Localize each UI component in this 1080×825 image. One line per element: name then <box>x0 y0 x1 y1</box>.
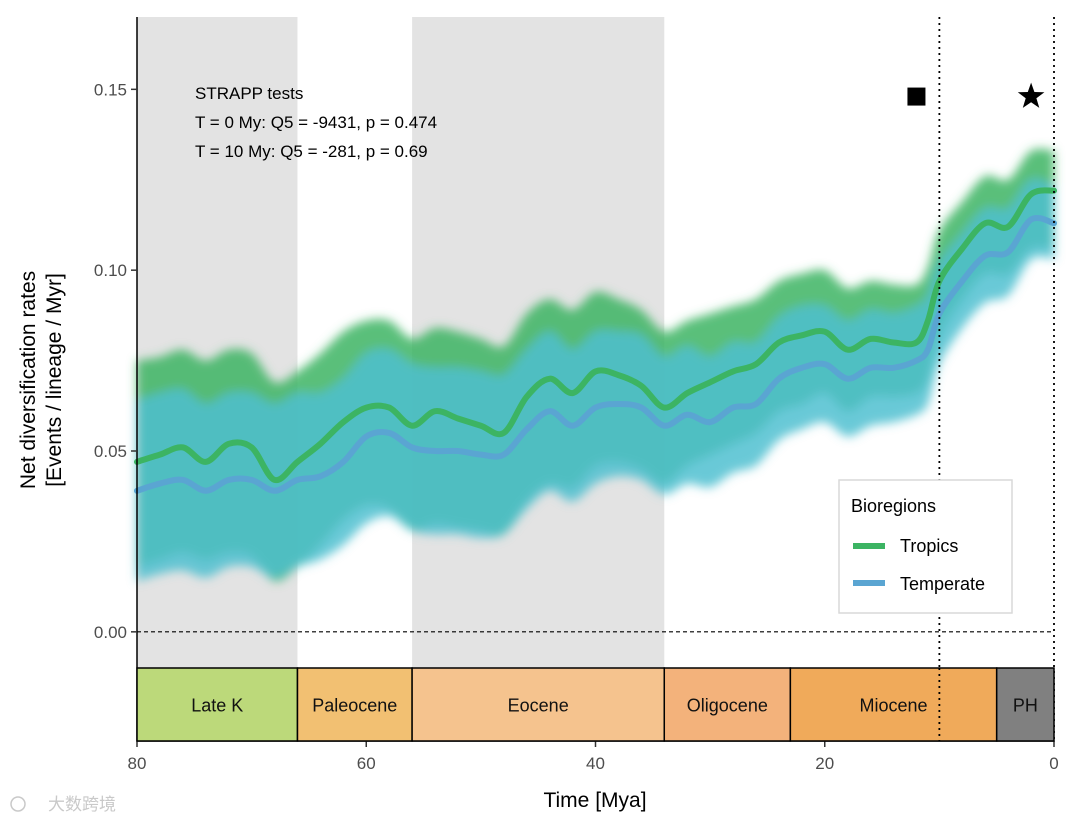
legend-label-tropics: Tropics <box>900 536 958 556</box>
x-tick-label-0: 80 <box>128 754 147 773</box>
epoch-late-k <box>136 667 299 742</box>
epoch-bar: Late K Paleocene Eocene Oligocene Miocene PH <box>136 667 1055 742</box>
epoch-oligocene <box>663 667 792 742</box>
markers <box>907 82 1045 108</box>
epoch-label-4: Miocene <box>860 696 928 716</box>
y-tick-label-2: 0.10 <box>94 261 127 280</box>
x-tick-label-3: 20 <box>815 754 834 773</box>
band-temperate <box>137 178 1054 582</box>
x-tick-label-1: 60 <box>357 754 376 773</box>
epoch-miocene <box>789 667 998 742</box>
square-marker-icon <box>907 87 926 106</box>
legend-label-temperate: Temperate <box>900 574 985 594</box>
epoch-ph <box>995 667 1055 742</box>
y-tick-label-3: 0.15 <box>94 80 127 99</box>
legend: Bioregions Tropics Temperate <box>838 479 1013 614</box>
epoch-label-5: PH <box>1013 696 1038 716</box>
y-axis-title: Net diversification rates [Events / line… <box>17 271 66 489</box>
x-axis-title: Time [Mya] <box>543 789 646 812</box>
x-tick-label-4: 0 <box>1049 754 1058 773</box>
epoch-label-2: Eocene <box>508 696 569 716</box>
series-lines <box>134 187 1057 494</box>
x-tick-label-2: 40 <box>586 754 605 773</box>
epoch-label-0: Late K <box>191 696 243 716</box>
annotation-line-1: T = 0 My: Q5 = -9431, p = 0.474 <box>195 113 437 132</box>
watermark-text: 大数跨境 <box>48 795 116 815</box>
watermark: 大数跨境 <box>10 795 116 815</box>
line-tropics <box>134 187 1057 484</box>
epoch-paleocene <box>296 667 413 742</box>
y-tick-label-0: 0.00 <box>94 623 127 642</box>
line-temperate <box>134 214 1057 494</box>
epoch-label-3: Oligocene <box>687 696 768 716</box>
watermark-logo-icon <box>10 796 26 812</box>
star-marker-icon <box>1017 82 1045 108</box>
confidence-bands <box>137 148 1054 582</box>
annotation-title: STRAPP tests <box>195 84 303 103</box>
y-tick-label-1: 0.05 <box>94 442 127 461</box>
legend-title: Bioregions <box>851 496 936 516</box>
annotation-line-2: T = 10 My: Q5 = -281, p = 0.69 <box>195 142 428 161</box>
reference-lines <box>137 17 1055 741</box>
epoch-eocene <box>411 667 666 742</box>
epoch-label-1: Paleocene <box>312 696 397 716</box>
strapp-annotation: STRAPP tests T = 0 My: Q5 = -9431, p = 0… <box>195 84 437 161</box>
y-axis-title-line2: [Events / lineage / Myr] <box>43 273 66 487</box>
y-axis-title-line1: Net diversification rates <box>17 271 40 489</box>
